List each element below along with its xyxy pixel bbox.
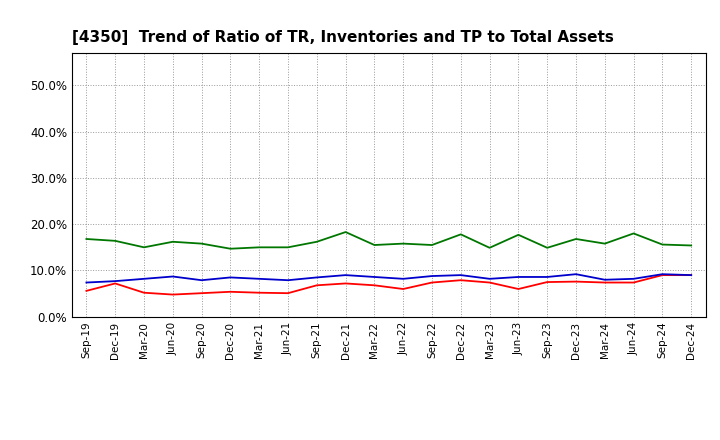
Inventories (82, 280, 91, 285)
Inventories (456, 272, 465, 278)
Trade Receivables (543, 279, 552, 285)
Inventories (140, 276, 148, 282)
Trade Payables (428, 242, 436, 248)
Trade Payables (168, 239, 177, 244)
Trade Payables (658, 242, 667, 247)
Trade Payables (341, 229, 350, 235)
Inventories (370, 274, 379, 279)
Trade Receivables (370, 282, 379, 288)
Inventories (629, 276, 638, 282)
Trade Receivables (572, 279, 580, 284)
Trade Payables (226, 246, 235, 251)
Trade Payables (111, 238, 120, 243)
Inventories (399, 276, 408, 282)
Inventories (312, 275, 321, 280)
Inventories (658, 271, 667, 277)
Text: [4350]  Trend of Ratio of TR, Inventories and TP to Total Assets: [4350] Trend of Ratio of TR, Inventories… (72, 29, 614, 45)
Trade Receivables (687, 272, 696, 278)
Trade Payables (485, 245, 494, 250)
Trade Receivables (399, 286, 408, 292)
Line: Trade Payables: Trade Payables (86, 232, 691, 249)
Inventories (284, 278, 292, 283)
Trade Receivables (514, 286, 523, 292)
Trade Receivables (111, 281, 120, 286)
Trade Payables (543, 245, 552, 250)
Trade Payables (600, 241, 609, 246)
Trade Receivables (341, 281, 350, 286)
Trade Payables (284, 245, 292, 250)
Trade Receivables (140, 290, 148, 295)
Trade Payables (514, 232, 523, 238)
Trade Payables (572, 236, 580, 242)
Inventories (428, 273, 436, 279)
Inventories (226, 275, 235, 280)
Line: Inventories: Inventories (86, 274, 691, 282)
Inventories (543, 274, 552, 279)
Trade Receivables (197, 290, 206, 296)
Trade Receivables (284, 290, 292, 296)
Trade Payables (687, 243, 696, 248)
Inventories (197, 278, 206, 283)
Inventories (341, 272, 350, 278)
Trade Receivables (456, 278, 465, 283)
Trade Receivables (658, 272, 667, 278)
Trade Payables (197, 241, 206, 246)
Trade Payables (456, 232, 465, 237)
Inventories (168, 274, 177, 279)
Trade Receivables (485, 280, 494, 285)
Trade Payables (629, 231, 638, 236)
Trade Receivables (312, 282, 321, 288)
Trade Receivables (428, 280, 436, 285)
Trade Receivables (82, 288, 91, 293)
Inventories (111, 279, 120, 284)
Inventories (255, 276, 264, 282)
Inventories (485, 276, 494, 282)
Trade Receivables (600, 280, 609, 285)
Trade Payables (82, 236, 91, 242)
Trade Payables (255, 245, 264, 250)
Trade Receivables (255, 290, 264, 295)
Trade Payables (399, 241, 408, 246)
Trade Payables (312, 239, 321, 244)
Trade Receivables (629, 280, 638, 285)
Trade Receivables (226, 289, 235, 294)
Inventories (687, 272, 696, 278)
Inventories (572, 271, 580, 277)
Line: Trade Receivables: Trade Receivables (86, 275, 691, 294)
Trade Receivables (168, 292, 177, 297)
Trade Payables (140, 245, 148, 250)
Inventories (600, 277, 609, 282)
Trade Payables (370, 242, 379, 248)
Inventories (514, 274, 523, 279)
